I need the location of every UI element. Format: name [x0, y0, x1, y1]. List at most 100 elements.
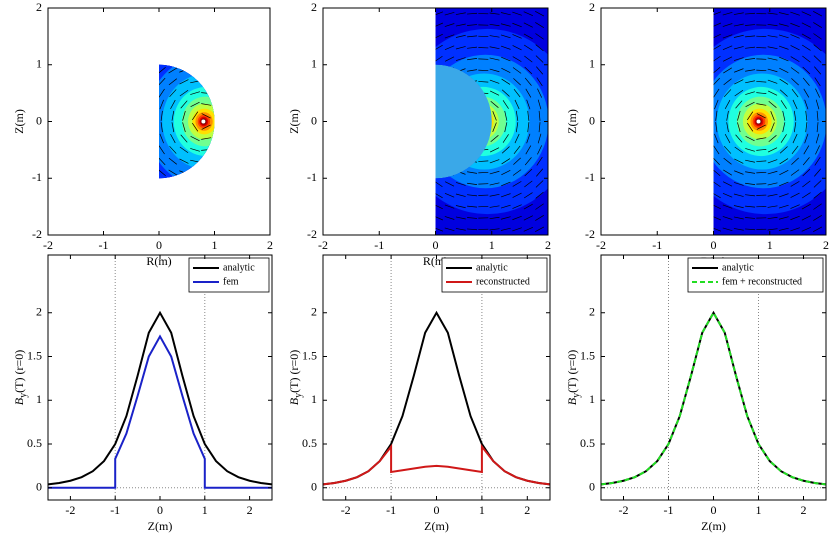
- field-arrow: [722, 56, 733, 62]
- field-arrow: [724, 99, 731, 110]
- field-arrow: [790, 169, 800, 176]
- field-arrow: [745, 101, 755, 108]
- field-arrow: [745, 171, 756, 174]
- field-arrow: [179, 194, 189, 197]
- field-arrow: [778, 12, 789, 16]
- field-arrow: [713, 44, 721, 51]
- y-tick-label: 1: [311, 392, 317, 406]
- field-arrow: [235, 67, 243, 73]
- field-arrow: [713, 66, 721, 74]
- field-arrow: [801, 203, 811, 210]
- field-arrow: [527, 110, 530, 121]
- field-arrow: [455, 57, 466, 61]
- field-arrow: [435, 22, 444, 28]
- field-arrow: [168, 193, 177, 197]
- y-axis-label: By(T) (r=0): [287, 350, 305, 405]
- field-arrow: [179, 58, 189, 61]
- y-tick-label: -2: [32, 227, 42, 241]
- field-arrow: [246, 12, 255, 16]
- field-arrow: [779, 170, 789, 176]
- field-arrow: [159, 133, 164, 144]
- field-arrow: [813, 10, 823, 17]
- field-arrow: [236, 78, 243, 85]
- field-arrow: [224, 194, 233, 197]
- field-arrow: [444, 216, 455, 220]
- y-tick-label: -1: [32, 170, 42, 184]
- axes-frame: [47, 7, 271, 236]
- field-arrow: [258, 192, 266, 198]
- legend-label: analytic: [476, 262, 508, 273]
- y-label-symbol: B: [12, 397, 26, 405]
- field-arrow: [791, 145, 799, 155]
- field-arrow: [513, 78, 521, 86]
- field-arrow: [179, 79, 189, 85]
- field-arrow: [537, 99, 542, 110]
- field-arrow: [467, 171, 478, 174]
- y-tick-label: 0.5: [580, 436, 595, 450]
- field-arrow: [235, 34, 244, 38]
- field-arrow: [224, 79, 232, 84]
- field-arrow: [512, 204, 522, 209]
- field-arrow: [215, 111, 219, 120]
- field-arrow: [815, 99, 820, 110]
- field-arrow: [190, 13, 200, 14]
- y-label-symbol: B: [565, 397, 579, 405]
- field-arrow: [513, 145, 521, 155]
- field-arrow: [444, 45, 455, 50]
- field-arrow: [190, 25, 200, 26]
- field-arrow: [790, 45, 800, 51]
- field-arrow: [235, 12, 244, 15]
- field-arrow: [504, 110, 508, 121]
- field-arrow: [225, 90, 232, 97]
- field-arrow: [803, 88, 810, 98]
- field-arrow: [246, 45, 254, 50]
- field-arrow: [733, 228, 744, 231]
- field-arrow: [767, 12, 778, 15]
- field-arrow: [179, 205, 189, 207]
- field-arrow: [535, 226, 545, 233]
- y-tick-label: 1: [36, 392, 42, 406]
- y-tick-label: -2: [585, 227, 595, 241]
- field-arrow: [226, 100, 232, 108]
- field-arrow: [224, 228, 234, 230]
- field-arrow: [192, 111, 199, 121]
- field-arrow: [793, 110, 797, 121]
- field-arrow: [444, 193, 455, 198]
- field-arrow: [805, 110, 808, 121]
- field-arrow: [713, 22, 722, 28]
- field-arrow: [722, 204, 733, 209]
- field-arrow: [526, 133, 531, 144]
- field-arrow: [782, 110, 786, 121]
- field-arrow: [179, 217, 189, 219]
- field-arrow: [190, 171, 201, 174]
- x-tick-label: 0: [433, 238, 439, 252]
- field-arrow: [168, 169, 178, 176]
- legend-box: [441, 257, 548, 293]
- x-tick-label: 1: [212, 238, 218, 252]
- field-arrow: [790, 34, 800, 39]
- field-arrow: [179, 46, 189, 49]
- field-arrow: [467, 69, 478, 72]
- field-arrow: [444, 11, 455, 16]
- field-arrow: [500, 34, 511, 39]
- field-arrow: [171, 110, 175, 121]
- field-arrow: [212, 229, 222, 230]
- y-tick-label: 1.5: [27, 348, 42, 362]
- field-arrow: [501, 170, 511, 176]
- field-arrow: [813, 203, 822, 210]
- field-arrow: [478, 69, 489, 72]
- field-arrow: [514, 133, 520, 144]
- field-arrow: [467, 194, 478, 197]
- field-arrow: [735, 100, 743, 109]
- field-arrow: [467, 35, 478, 38]
- y-axis-label: Z(m): [12, 109, 26, 134]
- x-tick-label: 2: [823, 238, 829, 252]
- field-arrow: [745, 69, 756, 72]
- field-arrow: [467, 228, 478, 231]
- y-label-subscript: y: [571, 393, 582, 398]
- field-arrow: [734, 79, 744, 85]
- field-arrow: [790, 215, 800, 221]
- field-arrow: [213, 101, 215, 108]
- field-arrow: [170, 133, 176, 144]
- field-arrow: [247, 169, 254, 176]
